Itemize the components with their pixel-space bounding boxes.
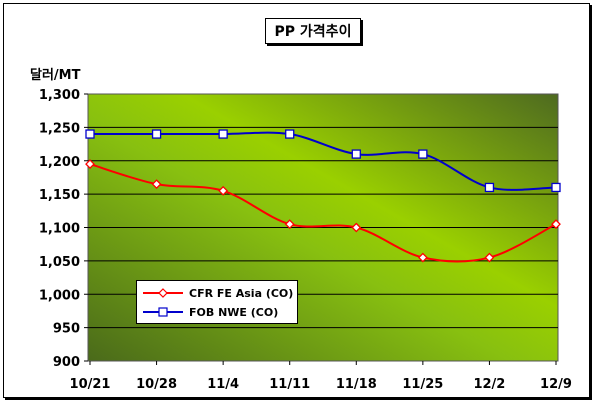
chart-title: PP 가격추이 [265,18,361,44]
y-tick-label: 1,100 [39,222,80,237]
legend-swatch-cfr [143,288,183,298]
data-point-fob [151,129,162,139]
legend-item-cfr: CFR FE Asia (CO) [141,285,293,301]
y-axis-unit-label: 달러/MT [30,68,81,83]
x-tick-label: 11/25 [402,377,443,392]
data-point-fob [218,129,228,139]
data-point-cfr [484,252,495,263]
data-point-fob [484,182,495,193]
x-tick-label: 12/9 [540,377,572,392]
data-point-fob [351,149,361,159]
legend-label-cfr: CFR FE Asia (CO) [189,286,294,300]
legend-swatch-fob [143,307,183,317]
data-point-cfr [85,159,95,170]
y-tick-label: 1,000 [39,288,80,303]
x-tick-label: 11/18 [336,377,377,392]
series-line-1 [90,131,557,191]
data-point-cfr [351,222,362,233]
data-point-fob [85,129,95,139]
y-tick-label: 1,300 [39,88,80,103]
data-point-cfr [284,219,295,230]
y-tick-label: 1,250 [39,121,80,136]
y-tick-label: 1,200 [39,155,80,170]
y-tick-label: 1,150 [39,188,80,203]
legend-label-fob: FOB NWE (CO) [189,305,279,319]
x-tick-label: 10/21 [70,377,111,392]
legend-item-fob: FOB NWE (CO) [141,304,278,320]
x-tick-label: 11/11 [269,377,310,392]
data-point-cfr [151,179,162,190]
series-markers [85,129,561,263]
series-lines [89,131,557,263]
legend: CFR FE Asia (CO) FOB NWE (CO) [136,280,298,324]
data-point-cfr [551,219,561,230]
data-point-fob [418,149,428,159]
y-tick-label: 950 [53,322,80,337]
y-tick-label: 1,050 [39,255,80,270]
data-point-cfr [417,252,428,263]
series-line-0 [89,163,557,263]
x-tick-label: 11/4 [207,377,239,392]
y-tick-label: 900 [53,355,80,370]
data-point-cfr [218,185,229,196]
y-axis-ticks: 900 950 1,000 1,050 1,100 1,150 1,200 1,250 1,30… [39,88,88,370]
x-tick-label: 10/28 [136,377,177,392]
data-point-fob [551,182,561,193]
x-axis-ticks: 10/21 10/28 11/4 11/11 11/18 11/25 12/2 12/9 [70,361,572,392]
data-point-fob [285,129,295,139]
x-tick-label: 12/2 [473,377,505,392]
